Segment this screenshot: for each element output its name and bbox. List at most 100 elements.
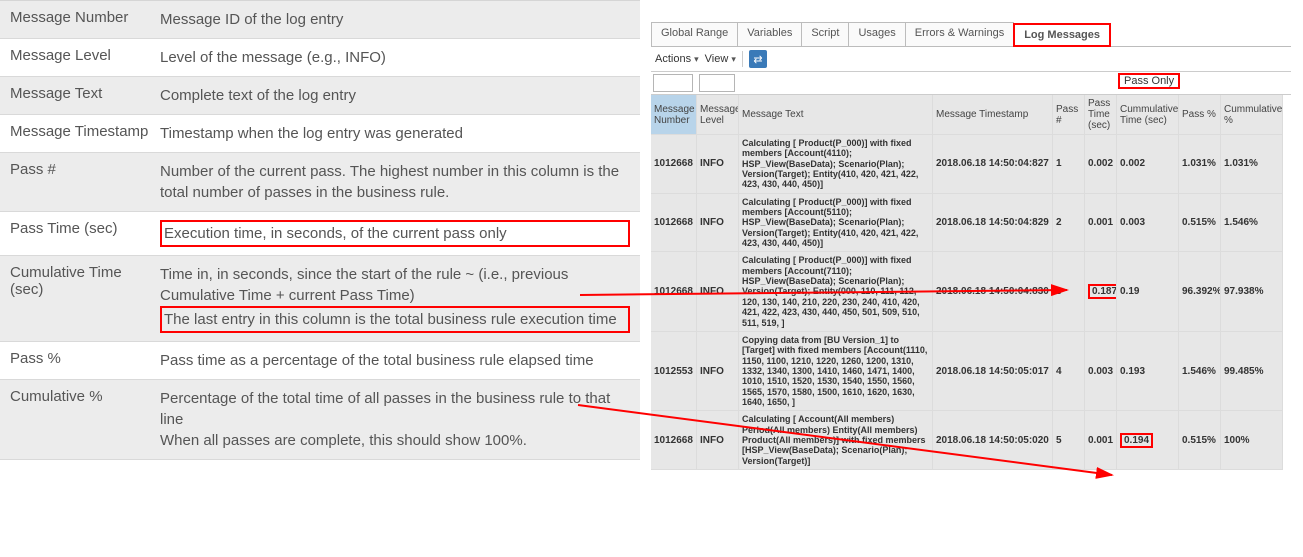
actions-menu[interactable]: Actions ▾ <box>655 53 699 65</box>
def-row: Cumulative %Percentage of the total time… <box>0 380 640 460</box>
tab-variables[interactable]: Variables <box>737 22 802 46</box>
tab-log-messages[interactable]: Log Messages <box>1013 23 1111 47</box>
def-row: Pass Time (sec)Execution time, in second… <box>0 212 640 256</box>
grid-cell: 0.515% <box>1179 194 1221 253</box>
grid-cell: Calculating [ Product(P_000)] with fixed… <box>739 252 933 331</box>
definitions-panel: Message NumberMessage ID of the log entr… <box>0 0 640 460</box>
grid-cell: 1 <box>1053 135 1085 194</box>
grid-cell: 0.19 <box>1117 252 1179 331</box>
def-desc: Message ID of the log entry <box>160 9 630 30</box>
def-desc: Level of the message (e.g., INFO) <box>160 47 630 68</box>
def-row: Message NumberMessage ID of the log entr… <box>0 1 640 39</box>
grid-cell: 3 <box>1053 252 1085 331</box>
grid-cell: INFO <box>697 411 739 470</box>
col-header[interactable]: Pass % <box>1179 95 1221 135</box>
def-row: Message LevelLevel of the message (e.g.,… <box>0 39 640 77</box>
def-row: Message TextComplete text of the log ent… <box>0 77 640 115</box>
grid-cell: Calculating [ Product(P_000)] with fixed… <box>739 194 933 253</box>
def-desc: Complete text of the log entry <box>160 85 630 106</box>
grid-cell: 1012668 <box>651 194 697 253</box>
col-header[interactable]: Message Level <box>697 95 739 135</box>
grid-cell: 99.485% <box>1221 332 1283 411</box>
grid-cell: 96.392% <box>1179 252 1221 331</box>
grid-cell: 1.546% <box>1221 194 1283 253</box>
def-term: Pass # <box>10 161 160 203</box>
grid-cell: 0.002 <box>1085 135 1117 194</box>
col-header[interactable]: Message Number <box>651 95 697 135</box>
grid-cell: INFO <box>697 332 739 411</box>
grid-cell: 0.002 <box>1117 135 1179 194</box>
def-term: Message Timestamp <box>10 123 160 144</box>
col-header[interactable]: Message Text <box>739 95 933 135</box>
def-desc: Pass time as a percentage of the total b… <box>160 350 630 371</box>
col-header[interactable]: Message Timestamp <box>933 95 1053 135</box>
def-row: Pass %Pass time as a percentage of the t… <box>0 342 640 380</box>
grid-cell: 1.031% <box>1221 135 1283 194</box>
tab-bar: Global RangeVariablesScriptUsagesErrors … <box>651 22 1291 47</box>
def-row: Pass #Number of the current pass. The hi… <box>0 153 640 212</box>
log-viewer-app: Global RangeVariablesScriptUsagesErrors … <box>651 22 1291 470</box>
grid-cell: 5 <box>1053 411 1085 470</box>
grid-cell: 0.515% <box>1179 411 1221 470</box>
grid-cell: 1012553 <box>651 332 697 411</box>
grid-cell: 2018.06.18 14:50:04:829 <box>933 194 1053 253</box>
log-grid: Message NumberMessage LevelMessage TextM… <box>651 95 1291 470</box>
def-row: Message TimestampTimestamp when the log … <box>0 115 640 153</box>
def-row: Cumulative Time (sec)Time in, in seconds… <box>0 256 640 342</box>
def-term: Pass % <box>10 350 160 371</box>
tab-script[interactable]: Script <box>801 22 849 46</box>
tab-errors-warnings[interactable]: Errors & Warnings <box>905 22 1014 46</box>
highlighted-value: 0.187 <box>1088 284 1117 299</box>
grid-cell: 100% <box>1221 411 1283 470</box>
grid-cell: Calculating [ Product(P_000)] with fixed… <box>739 135 933 194</box>
grid-cell: 2018.06.18 14:50:04:830 <box>933 252 1053 331</box>
grid-cell: 4 <box>1053 332 1085 411</box>
tab-global-range[interactable]: Global Range <box>651 22 738 46</box>
col-header[interactable]: Cummulative Time (sec) <box>1117 95 1179 135</box>
def-desc: Percentage of the total time of all pass… <box>160 388 630 451</box>
def-desc: Time in, in seconds, since the start of … <box>160 264 630 333</box>
grid-cell: 97.938% <box>1221 252 1283 331</box>
grid-cell: 1012668 <box>651 135 697 194</box>
grid-cell: 0.193 <box>1117 332 1179 411</box>
grid-cell: 1.546% <box>1179 332 1221 411</box>
grid-cell: 0.194 <box>1117 411 1179 470</box>
col-header[interactable]: Cummulative % <box>1221 95 1283 135</box>
def-desc: Timestamp when the log entry was generat… <box>160 123 630 144</box>
def-desc: Execution time, in seconds, of the curre… <box>160 220 630 247</box>
grid-cell: Copying data from [BU Version_1] to [Tar… <box>739 332 933 411</box>
grid-cell: INFO <box>697 194 739 253</box>
grid-cell: 0.003 <box>1117 194 1179 253</box>
grid-cell: 0.001 <box>1085 411 1117 470</box>
filter-row: Pass Only <box>651 72 1291 95</box>
grid-cell: 0.187 <box>1085 252 1117 331</box>
grid-cell: 2018.06.18 14:50:05:020 <box>933 411 1053 470</box>
pass-only-label: Pass Only <box>1118 73 1180 89</box>
grid-cell: 2018.06.18 14:50:05:017 <box>933 332 1053 411</box>
grid-cell: INFO <box>697 252 739 331</box>
grid-cell: 1012668 <box>651 411 697 470</box>
view-menu[interactable]: View ▾ <box>705 53 736 65</box>
toolbar: Actions ▾ View ▾ ⇄ <box>651 47 1291 72</box>
col-header[interactable]: Pass Time (sec) <box>1085 95 1117 135</box>
def-desc: Number of the current pass. The highest … <box>160 161 630 203</box>
def-term: Message Level <box>10 47 160 68</box>
grid-cell: 2 <box>1053 194 1085 253</box>
filter-input[interactable] <box>653 74 693 92</box>
col-header[interactable]: Pass # <box>1053 95 1085 135</box>
grid-cell: INFO <box>697 135 739 194</box>
grid-cell: 0.001 <box>1085 194 1117 253</box>
highlighted-value: 0.194 <box>1120 433 1153 448</box>
def-term: Message Text <box>10 85 160 106</box>
grid-cell: Calculating [ Account(All members) Perio… <box>739 411 933 470</box>
def-term: Pass Time (sec) <box>10 220 160 247</box>
def-term: Cumulative Time (sec) <box>10 264 160 333</box>
grid-cell: 1.031% <box>1179 135 1221 194</box>
grid-cell: 1012668 <box>651 252 697 331</box>
filter-input[interactable] <box>699 74 735 92</box>
tab-usages[interactable]: Usages <box>848 22 905 46</box>
refresh-icon[interactable]: ⇄ <box>749 50 767 68</box>
def-term: Cumulative % <box>10 388 160 451</box>
grid-cell: 2018.06.18 14:50:04:827 <box>933 135 1053 194</box>
def-term: Message Number <box>10 9 160 30</box>
